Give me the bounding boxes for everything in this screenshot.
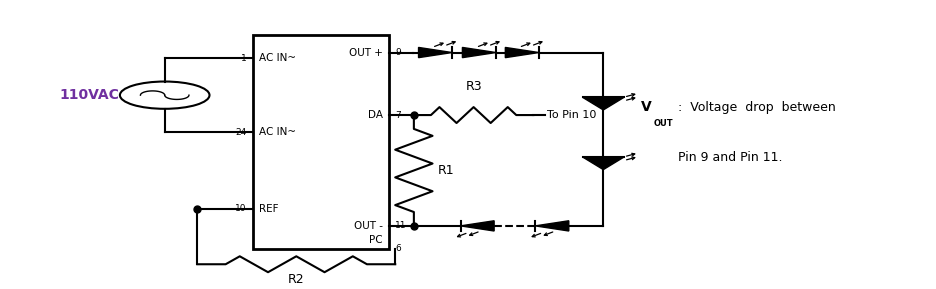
Text: Pin 9 and Pin 11.: Pin 9 and Pin 11. — [678, 151, 782, 164]
Polygon shape — [461, 221, 494, 231]
Text: 9: 9 — [395, 48, 401, 57]
Text: To Pin 10: To Pin 10 — [548, 110, 596, 120]
Text: DA: DA — [368, 110, 383, 120]
Polygon shape — [535, 221, 569, 231]
Text: 24: 24 — [236, 128, 247, 137]
Text: REF: REF — [259, 204, 278, 214]
Text: OUT: OUT — [653, 119, 673, 128]
Text: PC: PC — [370, 235, 383, 245]
Text: R2: R2 — [288, 273, 304, 286]
Text: AC IN~: AC IN~ — [259, 127, 296, 137]
Polygon shape — [583, 157, 624, 170]
Text: AC IN~: AC IN~ — [259, 53, 296, 63]
Text: OUT +: OUT + — [349, 47, 383, 58]
Text: 1: 1 — [241, 54, 247, 63]
Text: 6: 6 — [395, 244, 401, 253]
Text: 10: 10 — [235, 204, 247, 213]
Text: 7: 7 — [395, 111, 401, 120]
Text: 110VAC: 110VAC — [59, 88, 119, 102]
Text: R3: R3 — [465, 80, 482, 93]
Text: OUT -: OUT - — [354, 221, 383, 231]
Polygon shape — [505, 47, 539, 58]
Bar — [254, 36, 388, 249]
Text: :  Voltage  drop  between: : Voltage drop between — [678, 101, 836, 114]
Text: R1: R1 — [438, 164, 455, 177]
Polygon shape — [418, 47, 452, 58]
Polygon shape — [583, 97, 624, 110]
Polygon shape — [462, 47, 496, 58]
Text: V: V — [640, 100, 651, 114]
Text: 11: 11 — [395, 221, 407, 230]
